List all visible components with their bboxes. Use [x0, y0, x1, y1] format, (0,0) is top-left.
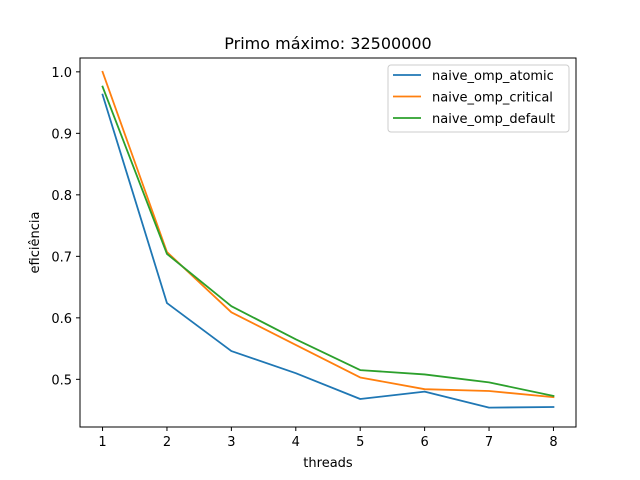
legend-label-naive_omp_atomic: naive_omp_atomic: [432, 69, 554, 84]
y-tick-label-0.9: 0.9: [51, 127, 72, 142]
x-axis-label: threads: [303, 456, 353, 471]
y-tick-label-0.8: 0.8: [51, 189, 72, 204]
y-tick-label-0.7: 0.7: [51, 250, 72, 265]
plot-frame: [79, 57, 577, 428]
chart-title: Primo máximo: 32500000: [224, 34, 431, 53]
x-axis: 1 2 3 4 5 6 7 8: [98, 427, 558, 450]
x-tick-label-8: 8: [549, 435, 557, 450]
x-tick-label-7: 7: [485, 435, 493, 450]
x-tick-label-6: 6: [420, 435, 428, 450]
x-tick-label-1: 1: [98, 435, 106, 450]
y-axis-label: eficiência: [28, 212, 43, 274]
legend-label-naive_omp_default: naive_omp_default: [432, 112, 555, 127]
y-axis: 0.5 0.6 0.7 0.8 0.9 1.0: [51, 66, 80, 388]
y-tick-label-1.0: 1.0: [51, 66, 72, 81]
x-tick-label-4: 4: [292, 435, 300, 450]
x-tick-label-2: 2: [163, 435, 171, 450]
legend-frame: [387, 64, 570, 133]
x-tick-label-5: 5: [356, 435, 364, 450]
y-tick-label-0.5: 0.5: [51, 373, 72, 388]
y-tick-label-0.6: 0.6: [51, 312, 72, 327]
series-line-naive_omp_atomic: [101, 93, 555, 409]
series-line-naive_omp_default: [101, 85, 555, 398]
series-layer: [101, 70, 555, 409]
x-tick-label-3: 3: [227, 435, 235, 450]
legend-label-naive_omp_critical: naive_omp_critical: [432, 91, 553, 106]
legend: naive_omp_atomic naive_omp_critical naive_…: [387, 64, 570, 133]
